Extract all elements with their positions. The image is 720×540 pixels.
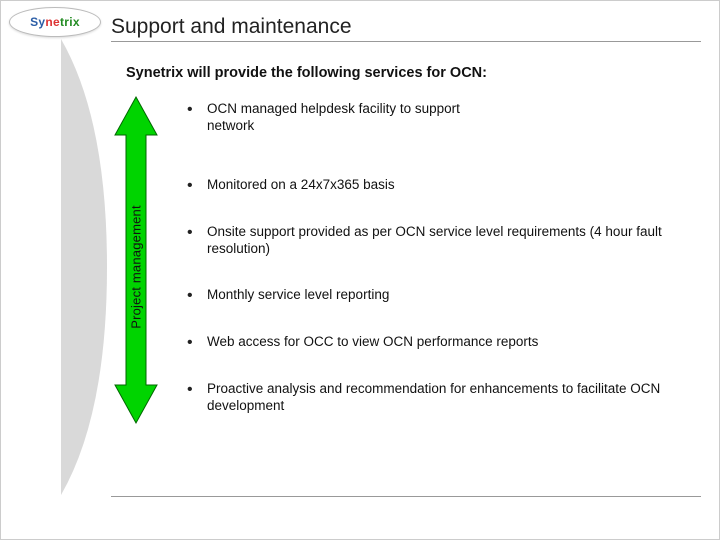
bullet-text: Proactive analysis and recommendation fo… — [207, 381, 660, 413]
list-item: Monthly service level reporting — [185, 287, 665, 304]
bullet-list: OCN managed helpdesk facility to support… — [185, 101, 695, 445]
divider-top — [111, 41, 701, 42]
bullet-text: Monthly service level reporting — [207, 287, 389, 302]
list-item: Proactive analysis and recommendation fo… — [185, 381, 665, 415]
divider-bottom — [111, 496, 701, 497]
list-item: OCN managed helpdesk facility to support… — [185, 101, 505, 135]
subtitle: Synetrix will provide the following serv… — [126, 65, 487, 81]
project-arrow: Project management — [113, 95, 159, 425]
bullet-text: OCN managed helpdesk facility to support… — [207, 101, 460, 133]
side-curve-path — [61, 39, 107, 495]
bullet-text: Web access for OCC to view OCN performan… — [207, 334, 538, 349]
list-item: Onsite support provided as per OCN servi… — [185, 224, 665, 258]
slide: Synetrix Support and maintenance Synetri… — [0, 0, 720, 540]
list-item: Web access for OCC to view OCN performan… — [185, 334, 665, 351]
bullet-text: Onsite support provided as per OCN servi… — [207, 224, 662, 256]
arrow-label: Project management — [129, 205, 144, 329]
page-title: Support and maintenance — [111, 15, 352, 39]
bullet-text: Monitored on a 24x7x365 basis — [207, 177, 395, 192]
side-curve — [61, 39, 109, 495]
list-item: Monitored on a 24x7x365 basis — [185, 177, 665, 194]
